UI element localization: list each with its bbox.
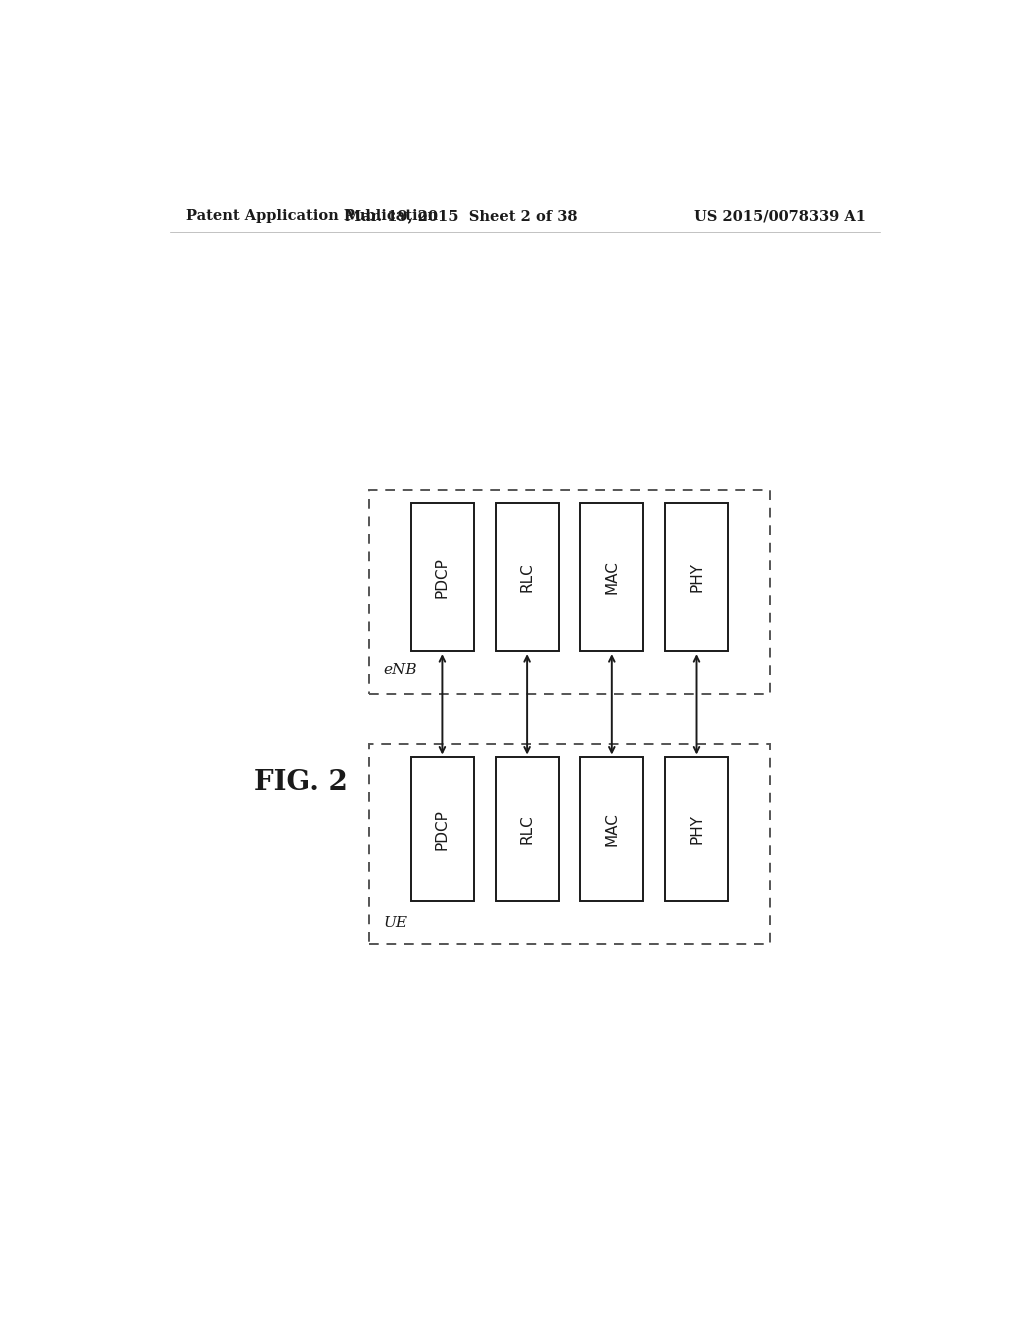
Bar bbox=[581, 503, 643, 651]
Text: MAC: MAC bbox=[604, 813, 620, 846]
Text: UE: UE bbox=[383, 916, 408, 929]
Bar bbox=[370, 490, 770, 693]
Bar bbox=[496, 503, 559, 651]
Text: MAC: MAC bbox=[604, 561, 620, 594]
Text: FIG. 2: FIG. 2 bbox=[254, 768, 347, 796]
Text: PDCP: PDCP bbox=[435, 809, 450, 850]
Text: Patent Application Publication: Patent Application Publication bbox=[186, 209, 438, 223]
Bar bbox=[411, 758, 474, 902]
Text: RLC: RLC bbox=[519, 814, 535, 845]
Bar bbox=[665, 503, 728, 651]
Text: Mar. 19, 2015  Sheet 2 of 38: Mar. 19, 2015 Sheet 2 of 38 bbox=[345, 209, 578, 223]
Text: PHY: PHY bbox=[689, 814, 705, 845]
Text: RLC: RLC bbox=[519, 562, 535, 593]
Text: eNB: eNB bbox=[383, 663, 417, 677]
Text: US 2015/0078339 A1: US 2015/0078339 A1 bbox=[694, 209, 866, 223]
Bar bbox=[581, 758, 643, 902]
Text: PHY: PHY bbox=[689, 562, 705, 593]
Bar bbox=[370, 743, 770, 944]
Bar bbox=[411, 503, 474, 651]
Text: PDCP: PDCP bbox=[435, 557, 450, 598]
Bar bbox=[496, 758, 559, 902]
Bar bbox=[665, 758, 728, 902]
